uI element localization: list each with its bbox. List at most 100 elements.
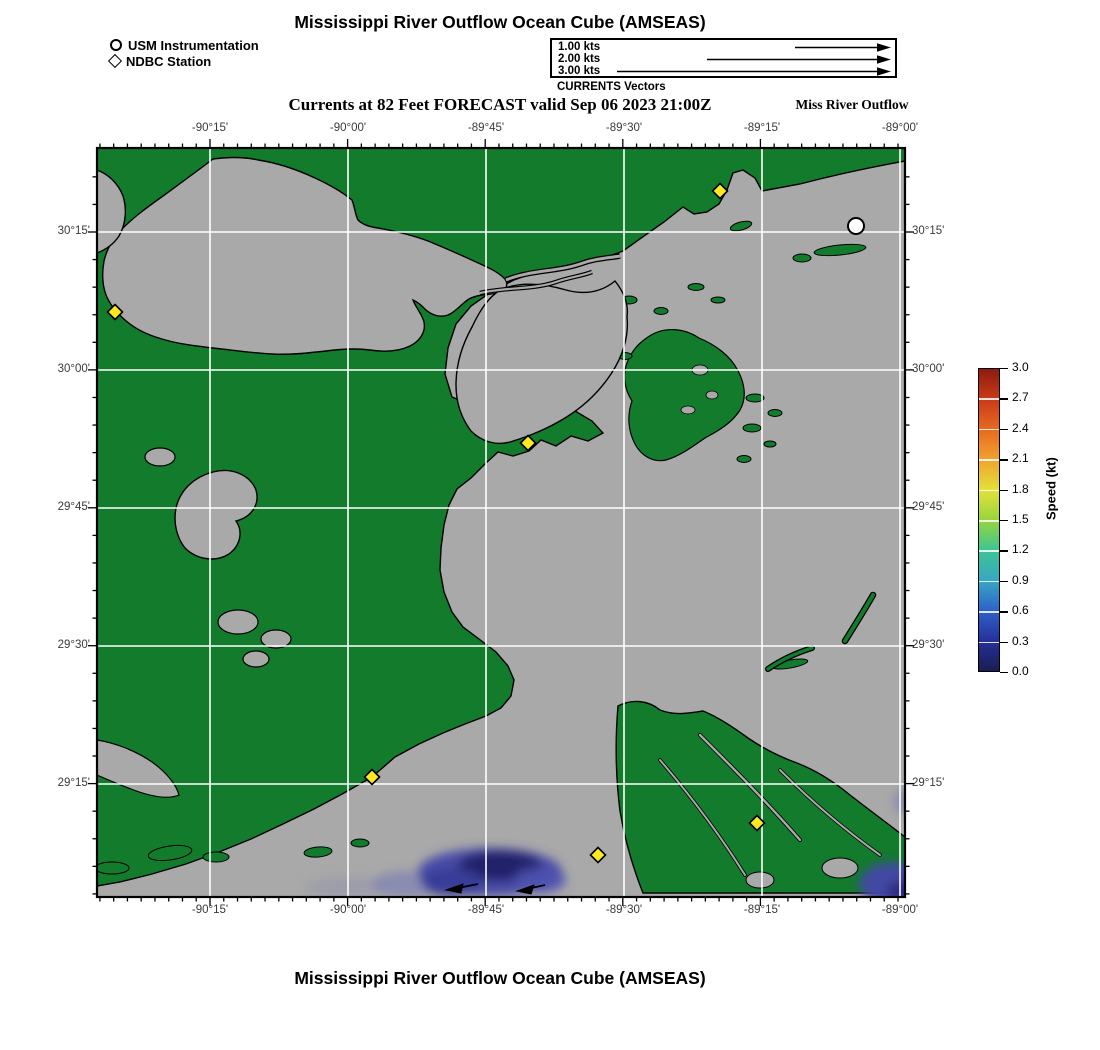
chandeleur-island <box>843 593 875 643</box>
colorbar-tick-line <box>979 580 999 583</box>
current-vector-arrows <box>444 883 546 895</box>
colorbar-tick-line <box>979 459 999 461</box>
longitude-tick-label: -89°00' <box>881 122 919 134</box>
vector-scale-label-2: 2.00 kts <box>558 53 601 65</box>
delta-bay <box>745 871 775 889</box>
ndbc-station-marker <box>106 303 124 321</box>
colorbar-tick-label: 1.8 <box>1012 481 1029 496</box>
footer-title: Mississippi River Outflow Ocean Cube (AM… <box>294 968 706 988</box>
station-marker-layer <box>106 182 865 864</box>
ndbc-station-marker <box>363 768 381 786</box>
longitude-tick-label: -89°00' <box>881 904 919 916</box>
colorbar-tick-mark <box>1000 489 1008 491</box>
colorbar-tick-label: 2.4 <box>1012 420 1029 435</box>
latitude-tick-label: 29°15' <box>57 777 90 789</box>
delta-channel <box>659 759 746 876</box>
colorbar-tick-label: 1.2 <box>1012 542 1029 557</box>
longitude-tick-label: -90°00' <box>329 904 367 916</box>
colorbar-tick-mark <box>1000 641 1008 643</box>
longitude-tick-label: -89°15' <box>743 122 781 134</box>
colorbar-tick-line <box>979 611 999 613</box>
colorbar-tick-mark <box>1000 580 1008 583</box>
usm-legend-item: USM Instrumentation <box>110 37 259 53</box>
colorbar-tick-label: 2.1 <box>1012 451 1029 466</box>
gridline-layer <box>97 148 905 897</box>
colorbar-tick-mark <box>1000 550 1008 552</box>
delta-channel <box>779 769 881 856</box>
ndbc-station-marker <box>519 434 537 452</box>
little-lake <box>217 609 259 635</box>
colorbar-tick-line <box>979 398 999 400</box>
colorbar-tick-mark <box>1000 520 1008 522</box>
colorbar-tick-mark <box>1000 398 1008 400</box>
region-note: Miss River Outflow <box>795 97 909 112</box>
lake-salvador <box>174 469 258 560</box>
colorbar-tick-line <box>979 489 999 492</box>
lake-pontchartrain <box>101 156 508 355</box>
colorbar-tick-mark <box>1000 611 1008 613</box>
latitude-tick-label: 29°15' <box>912 777 945 789</box>
latitude-tick-label: 30°15' <box>57 225 90 237</box>
map-frame <box>95 146 907 899</box>
colorbar-tick-line <box>979 520 999 522</box>
colorbar-tick-label: 2.7 <box>1012 390 1029 405</box>
longitude-tick-label: -90°00' <box>329 122 367 134</box>
forecast-subtitle: Currents at 82 Feet FORECAST valid Sep 0… <box>288 95 712 114</box>
colorbar-tick-line <box>979 428 999 431</box>
vector-legend-caption: CURRENTS Vectors <box>557 81 666 93</box>
little-lake <box>260 629 292 649</box>
colorbar-tick-line <box>979 641 999 644</box>
longitude-tick-label: -89°30' <box>605 904 643 916</box>
longitude-tick-label: -90°15' <box>191 122 229 134</box>
lake-cataouatche <box>144 447 176 467</box>
latitude-tick-label: 30°00' <box>57 363 90 375</box>
latitude-tick-label: 29°45' <box>912 501 945 513</box>
longitude-tick-label: -89°45' <box>467 904 505 916</box>
colorbar-tick-label: 1.5 <box>1012 512 1029 526</box>
colorbar-tick-label: 3.0 <box>1012 360 1029 374</box>
delta-bay <box>821 857 859 879</box>
ndbc-legend-label: NDBC Station <box>126 53 212 69</box>
latitude-tick-label: 30°00' <box>912 363 945 375</box>
colorbar-tick-label: 0.6 <box>1012 603 1029 618</box>
vector-legend-arrows <box>617 43 891 76</box>
vector-scale-label-1: 1.00 kts <box>558 41 601 53</box>
longitude-tick-label: -90°15' <box>191 904 229 916</box>
colorbar-tick-label: 0.0 <box>1012 664 1029 678</box>
marsh-island-lobe <box>623 329 745 462</box>
marsh-pond <box>705 390 719 400</box>
usm-circle-icon <box>110 39 122 51</box>
little-lake <box>242 650 270 668</box>
ndbc-station-marker <box>748 814 766 832</box>
vector-scale-label-3: 3.00 kts <box>558 65 601 77</box>
colorbar-tick-mark <box>1000 428 1008 431</box>
longitude-tick-label: -89°15' <box>743 904 781 916</box>
ndbc-station-marker <box>589 846 607 864</box>
ndbc-legend-item: NDBC Station <box>107 53 259 69</box>
vector-scale-arrowhead <box>877 67 891 76</box>
station-legend: USM Instrumentation NDBC Station <box>107 37 259 69</box>
vector-scale-arrowhead <box>877 43 891 52</box>
usm-legend-label: USM Instrumentation <box>128 37 259 53</box>
caminada-bay <box>97 739 180 798</box>
usm-station-marker <box>847 217 865 235</box>
longitude-tick-label: -89°45' <box>467 122 505 134</box>
latitude-tick-label: 29°30' <box>912 639 945 651</box>
ndbc-station-marker <box>711 182 729 200</box>
rigolets-channel <box>479 270 593 295</box>
colorbar-tick-label: 0.3 <box>1012 633 1029 648</box>
colorbar-tick-mark <box>1000 368 1008 370</box>
colorbar-tick-mark <box>1000 459 1008 461</box>
colorbar-tick-line <box>979 550 999 552</box>
longitude-tick-label: -89°30' <box>605 122 643 134</box>
latitude-tick-label: 29°30' <box>57 639 90 651</box>
marsh-pond <box>680 405 696 415</box>
latitude-tick-label: 29°45' <box>57 501 90 513</box>
chandeleur-island <box>766 646 814 671</box>
island-group <box>97 220 867 875</box>
latitude-tick-label: 30°15' <box>912 225 945 237</box>
colorbar-tick-mark <box>1000 672 1008 674</box>
vector-scale-arrowhead <box>877 55 891 64</box>
